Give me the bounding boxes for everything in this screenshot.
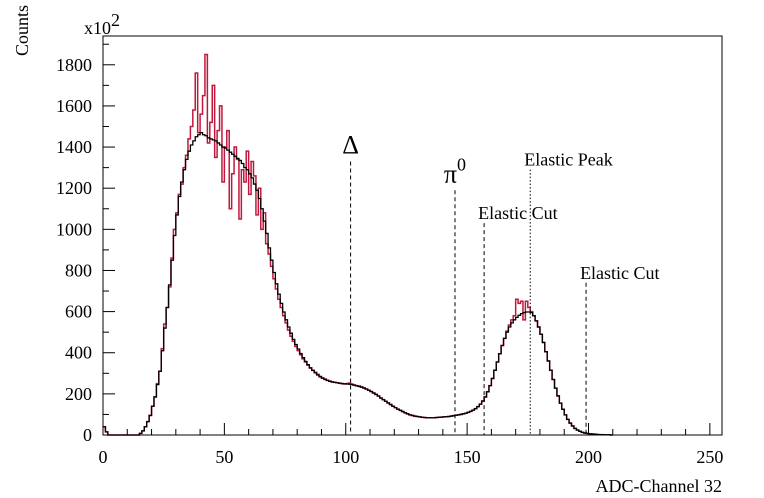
data-histogram [103, 53, 613, 436]
x-tick-label: 50 [215, 447, 233, 467]
y-tick-label: 400 [65, 343, 92, 363]
y-tick-label: 1200 [56, 178, 92, 198]
y-multiplier-label: x102 [84, 10, 120, 38]
smoothed-histogram [103, 132, 613, 436]
y-axis: 0 200 400 600 800 1000 1200 1400 1600 1800 [56, 43, 115, 445]
y-tick-label: 200 [65, 384, 92, 404]
y-tick-label: 1400 [56, 137, 92, 157]
histogram-layer [103, 53, 613, 436]
marker-label-elastic-cut-1: Elastic Cut [478, 203, 558, 223]
x-tick-label: 150 [454, 447, 481, 467]
y-axis-label: Counts [12, 5, 32, 56]
plot-frame [102, 35, 723, 436]
marker-label-elastic-peak: Elastic Peak [524, 150, 612, 170]
x-axis: 0 50 100 150 200 250 [99, 423, 723, 467]
marker-label-superscript: 0 [457, 154, 466, 174]
y-tick-label: 1800 [56, 55, 92, 75]
y-tick-label: 600 [65, 302, 92, 322]
x-tick-label: 250 [696, 447, 723, 467]
x-tick-label: 100 [332, 447, 359, 467]
x-tick-label: 200 [575, 447, 602, 467]
y-tick-label: 1600 [56, 96, 92, 116]
x-axis-label: ADC-Channel 32 [596, 476, 722, 496]
y-multiplier-exponent: 2 [111, 10, 120, 30]
marker-label-delta: Δ [342, 130, 359, 159]
annotation-layer: Δπ0 Elastic Cut Elastic Peak Elastic Cut [342, 130, 660, 435]
y-tick-label: 0 [83, 425, 92, 445]
marker-label-elastic-cut-2: Elastic Cut [580, 263, 660, 283]
x-tick-label: 0 [99, 447, 108, 467]
y-tick-label: 1000 [56, 219, 92, 239]
marker-label-pi0: π0 [444, 154, 466, 188]
y-tick-label: 800 [65, 260, 92, 280]
y-multiplier-base: x10 [84, 18, 111, 38]
